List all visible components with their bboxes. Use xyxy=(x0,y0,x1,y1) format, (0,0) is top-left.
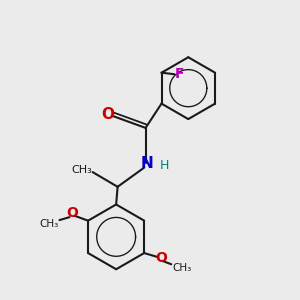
Text: O: O xyxy=(66,206,78,220)
Text: N: N xyxy=(141,156,153,171)
Text: CH₃: CH₃ xyxy=(71,165,92,175)
Text: O: O xyxy=(101,107,114,122)
Text: O: O xyxy=(155,251,167,266)
Text: H: H xyxy=(160,159,169,172)
Text: F: F xyxy=(174,67,184,81)
Text: CH₃: CH₃ xyxy=(40,219,59,229)
Text: CH₃: CH₃ xyxy=(172,263,191,273)
